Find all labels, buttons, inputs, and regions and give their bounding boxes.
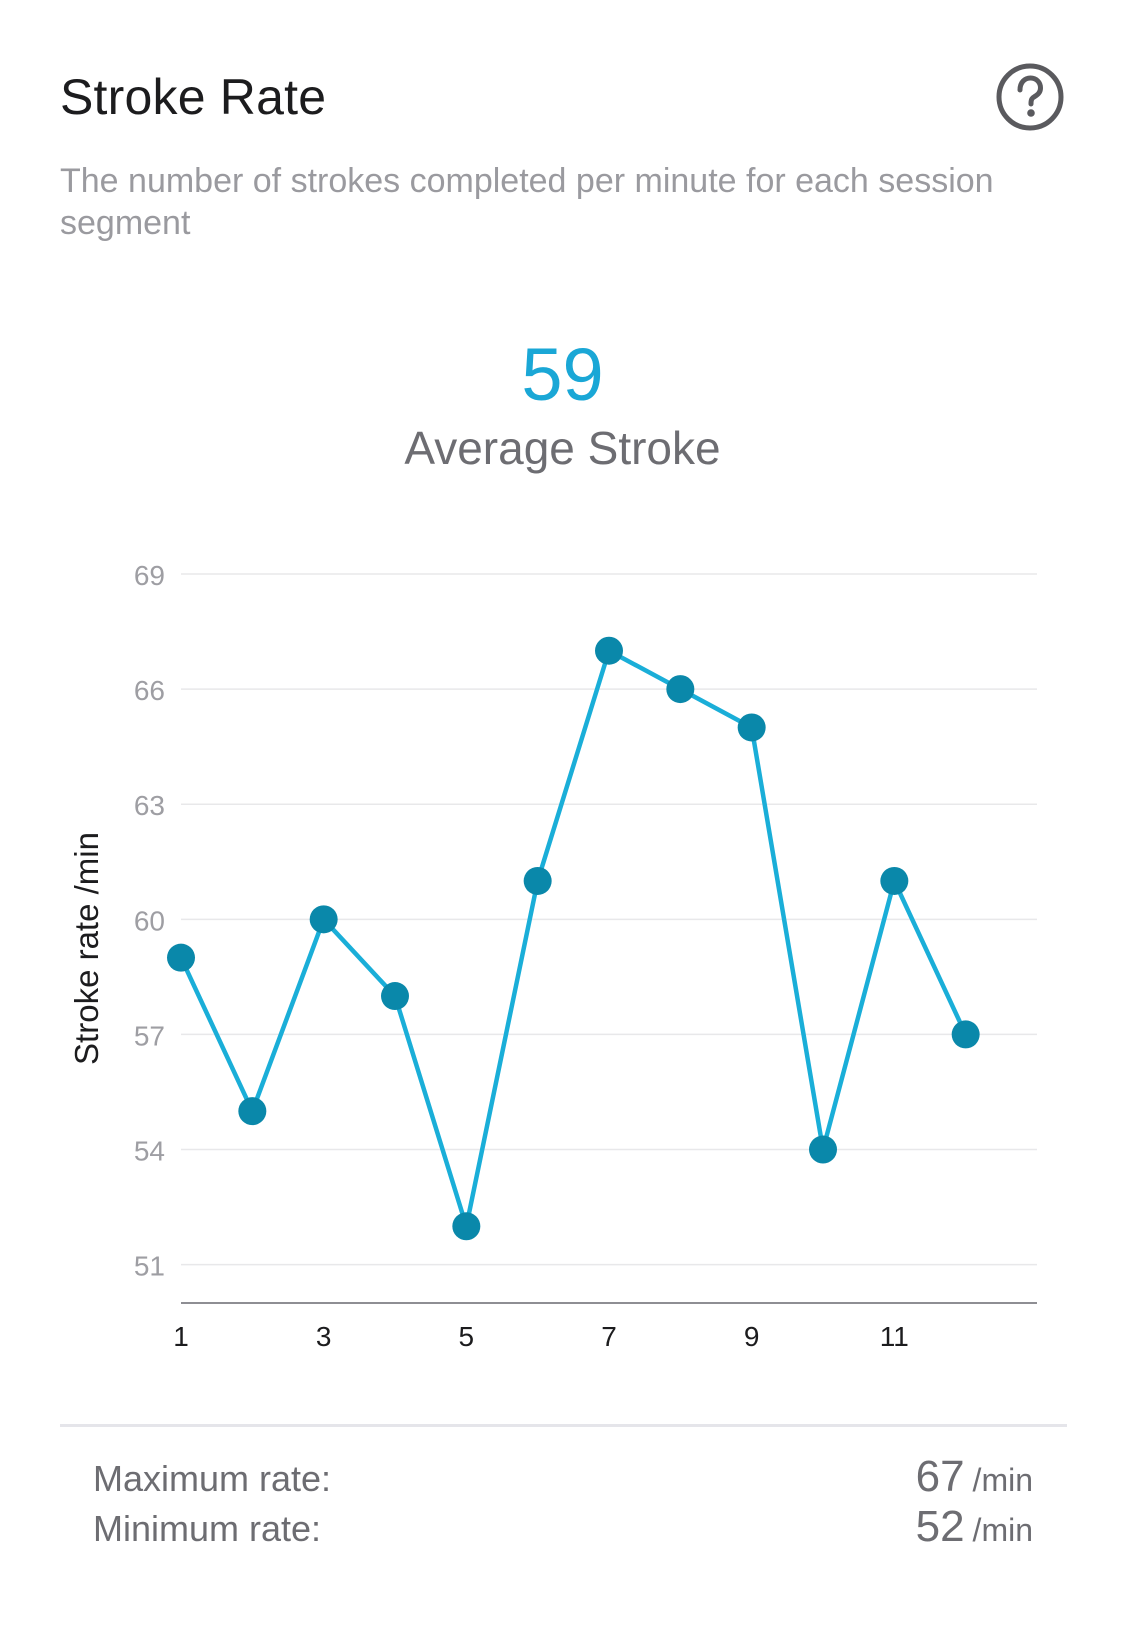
max-rate-label: Maximum rate:: [93, 1458, 332, 1499]
y-tick-label: 60: [134, 905, 165, 936]
data-point-6: [523, 866, 552, 895]
data-point-7: [595, 636, 623, 665]
data-point-4: [381, 982, 409, 1011]
x-tick-label: 3: [316, 1321, 332, 1352]
y-tick-label: 54: [134, 1136, 165, 1167]
y-axis-label: Stroke rate /min: [68, 832, 105, 1065]
y-tick-label: 63: [134, 790, 165, 821]
data-point-2: [238, 1097, 267, 1126]
data-point-1: [167, 943, 195, 972]
question-circle-icon: [996, 63, 1064, 131]
average-value: 59: [521, 333, 604, 416]
y-tick-label: 66: [134, 675, 165, 706]
y-tick-label: 51: [134, 1251, 165, 1282]
data-point-12: [951, 1020, 980, 1049]
page-title: Stroke Rate: [60, 69, 327, 125]
min-rate-label: Minimum rate:: [93, 1508, 322, 1549]
point-layer: [167, 636, 980, 1241]
min-rate-value: 52: [915, 1502, 965, 1551]
max-rate-unit: /min: [972, 1462, 1033, 1498]
data-point-10: [809, 1135, 837, 1164]
min-rate-unit: /min: [972, 1512, 1033, 1548]
data-point-8: [666, 675, 695, 704]
stats-panel: Maximum rate: 67/min Minimum rate: 52/mi…: [93, 1452, 1033, 1552]
data-point-11: [880, 866, 909, 895]
header: Stroke Rate: [60, 62, 1065, 132]
x-tick-label: 5: [459, 1321, 475, 1352]
series-line: [178, 648, 968, 1229]
y-tick-label: 69: [134, 560, 165, 591]
x-tick-label: 11: [880, 1321, 909, 1352]
grid-layer: [181, 573, 1037, 1266]
average-summary: 59 Average Stroke: [0, 330, 1125, 476]
x-tick-label: 7: [601, 1321, 617, 1352]
y-tick-label: 57: [134, 1020, 165, 1051]
min-rate-value-group: 52/min: [916, 1502, 1033, 1552]
x-tick-label: 1: [173, 1321, 189, 1352]
divider: [60, 1424, 1067, 1427]
line-layer: [178, 648, 968, 1229]
data-point-3: [309, 905, 338, 934]
max-rate-row: Maximum rate: 67/min: [93, 1452, 1033, 1502]
max-rate-value: 67: [915, 1452, 965, 1501]
description: The number of strokes completed per minu…: [60, 162, 994, 242]
average-label: Average Stroke: [404, 422, 721, 474]
help-button[interactable]: [995, 62, 1065, 132]
data-point-9: [737, 713, 766, 742]
data-point-5: [452, 1212, 481, 1241]
x-tick-label: 9: [744, 1321, 760, 1352]
max-rate-value-group: 67/min: [916, 1452, 1033, 1502]
min-rate-row: Minimum rate: 52/min: [93, 1502, 1033, 1552]
